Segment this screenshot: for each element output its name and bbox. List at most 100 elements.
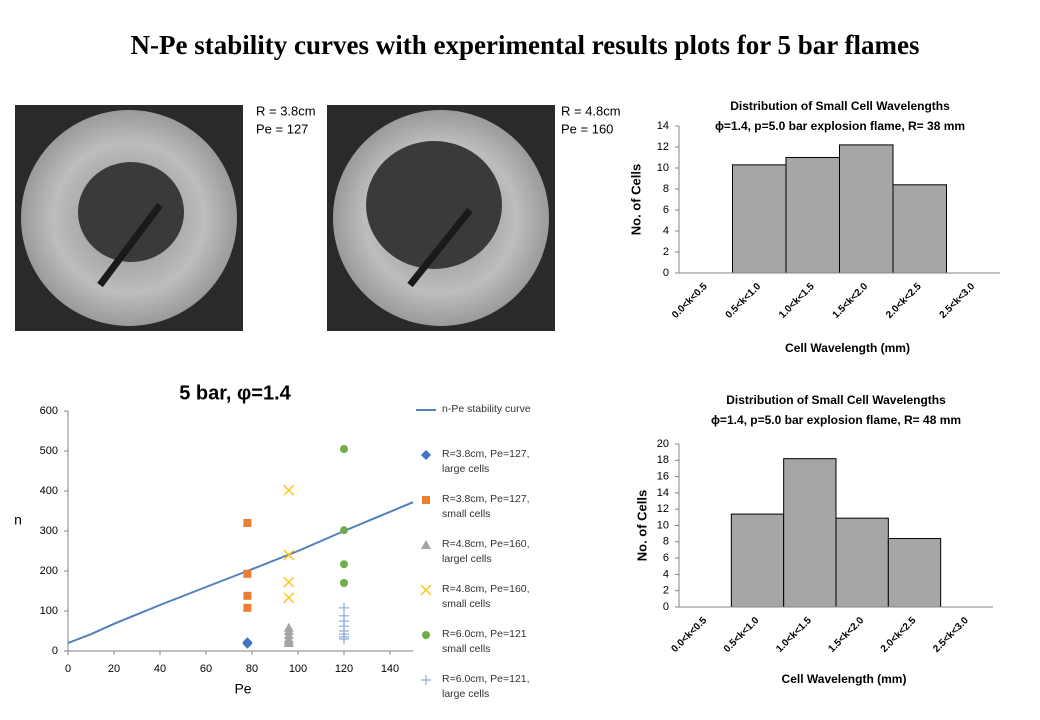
- y-tick-label: 10: [657, 519, 669, 531]
- x-tick-label: 2.0<k<2.5: [879, 615, 919, 655]
- bar: [892, 184, 947, 274]
- x-tick-label: 1.5<k<2.0: [827, 615, 867, 655]
- marker: [283, 592, 295, 604]
- chart-title: Distribution of Small Cell Wavelengths: [726, 393, 946, 407]
- legend-swatch: [421, 450, 431, 460]
- chart-title: Distribution of Small Cell Wavelengths: [730, 99, 950, 113]
- photo-label: Pe = 127: [256, 121, 308, 136]
- y-tick-label: 300: [40, 525, 58, 537]
- marker: [339, 634, 349, 644]
- chart-subtitle: ϕ=1.4, p=5.0 bar explosion flame, R= 38 …: [715, 119, 965, 133]
- y-tick-label: 4: [663, 568, 669, 580]
- y-tick-label: 100: [40, 605, 58, 617]
- marker: [340, 526, 348, 535]
- x-tick-label: 1.0<k<1.5: [777, 281, 817, 321]
- bar: [835, 517, 889, 608]
- x-tick-label: 80: [246, 663, 258, 675]
- marker: [340, 560, 348, 569]
- x-axis-label: Cell Wavelength (mm): [785, 341, 910, 355]
- x-tick-label: 40: [154, 663, 166, 675]
- bar: [887, 538, 942, 608]
- y-tick-label: 500: [40, 445, 58, 457]
- marker: [283, 638, 294, 647]
- x-tick-label: 0.0<k<0.5: [670, 615, 710, 655]
- y-tick-label: 2: [663, 585, 669, 597]
- legend-item: R=3.8cm, Pe=127, small cells: [414, 492, 554, 537]
- marker: [283, 484, 295, 496]
- legend-swatch: [420, 584, 432, 596]
- photo-label: Pe = 160: [561, 121, 613, 136]
- x-tick-label: 1.5<k<2.0: [831, 281, 871, 321]
- y-axis-label: No. of Cells: [634, 490, 649, 562]
- marker: [243, 591, 252, 600]
- x-tick-label: 0.0<k<0.5: [670, 281, 710, 321]
- y-axis-label: No. of Cells: [628, 164, 643, 236]
- y-tick-label: 12: [657, 141, 669, 153]
- chart-subtitle: ϕ=1.4, p=5.0 bar explosion flame, R= 48 …: [711, 413, 961, 427]
- x-tick-label: 60: [200, 663, 212, 675]
- x-tick-label: 140: [381, 663, 399, 675]
- chart-title: 5 bar, φ=1.4: [179, 382, 291, 404]
- marker: [283, 576, 295, 588]
- photo: [327, 105, 555, 331]
- bar: [839, 144, 894, 274]
- bar: [732, 164, 787, 274]
- marker: [422, 496, 430, 504]
- photo: [15, 105, 243, 331]
- marker: [243, 603, 252, 612]
- slide-title: N-Pe stability curves with experimental …: [131, 30, 920, 60]
- legend-swatch: [422, 631, 430, 639]
- marker: [421, 450, 431, 460]
- y-tick-label: 0: [663, 267, 669, 279]
- line: [67, 501, 414, 644]
- y-tick-label: 0: [52, 645, 58, 657]
- legend-item: R=3.8cm, Pe=127, large cells: [414, 447, 554, 492]
- legend-swatch: [421, 675, 431, 685]
- y-tick-label: 8: [663, 183, 669, 195]
- y-tick-label: 10: [657, 162, 669, 174]
- legend-label: R=4.8cm, Pe=160, small cells: [442, 583, 530, 610]
- x-tick-label: 2.5<k<3.0: [938, 281, 978, 321]
- x-axis-label: Pe: [234, 681, 251, 697]
- y-tick-label: 400: [40, 485, 58, 497]
- y-tick-label: 18: [657, 454, 669, 466]
- marker: [421, 675, 431, 685]
- x-tick-label: 2.0<k<2.5: [884, 281, 924, 321]
- legend-swatch: [421, 540, 431, 549]
- marker: [421, 540, 431, 549]
- legend-swatch: [416, 409, 436, 411]
- x-tick-label: 100: [289, 663, 307, 675]
- legend-label: R=3.8cm, Pe=127, large cells: [442, 448, 530, 475]
- photo-label: R = 3.8cm: [256, 103, 316, 118]
- x-tick-label: 2.5<k<3.0: [931, 615, 971, 655]
- marker: [422, 631, 430, 639]
- x-tick-label: 0.5<k<1.0: [724, 281, 764, 321]
- marker: [242, 637, 253, 648]
- legend-item: R=6.0cm, Pe=121 small cells: [414, 627, 554, 672]
- legend-item: R=6.0cm, Pe=121, large cells: [414, 672, 554, 717]
- legend-label: R=6.0cm, Pe=121, large cells: [442, 673, 530, 700]
- y-tick-label: 4: [663, 225, 669, 237]
- y-tick-label: 6: [663, 204, 669, 216]
- legend-item: R=4.8cm, Pe=160, largel cells: [414, 537, 554, 582]
- y-tick-label: 0: [663, 601, 669, 613]
- marker: [340, 579, 348, 587]
- x-tick-label: 0.5<k<1.0: [722, 615, 762, 655]
- photo-label: R = 4.8cm: [561, 103, 621, 118]
- legend-item: n-Pe stability curve: [414, 402, 554, 447]
- x-tick-label: 20: [108, 663, 120, 675]
- legend-label: R=6.0cm, Pe=121 small cells: [442, 628, 527, 655]
- y-tick-label: 12: [657, 503, 669, 515]
- legend-swatch: [422, 496, 430, 504]
- marker: [420, 584, 432, 596]
- bar: [785, 157, 840, 274]
- legend-label: R=3.8cm, Pe=127, small cells: [442, 493, 530, 520]
- legend-item: R=4.8cm, Pe=160, small cells: [414, 582, 554, 627]
- bar: [730, 513, 785, 608]
- legend: n-Pe stability curve R=3.8cm, Pe=127, lar…: [414, 402, 554, 717]
- y-axis-label: n: [14, 512, 22, 528]
- legend-label: n-Pe stability curve: [442, 403, 531, 415]
- x-tick-label: 120: [335, 663, 353, 675]
